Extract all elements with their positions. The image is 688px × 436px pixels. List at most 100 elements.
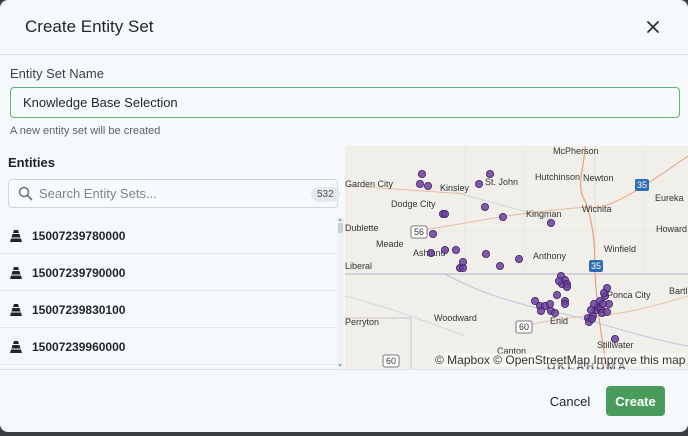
svg-text:Woodward: Woodward [434,313,477,323]
map-point[interactable] [418,169,427,178]
cancel-button[interactable]: Cancel [542,386,598,416]
entity-list-scrollbar[interactable] [337,217,344,369]
scroll-down-arrow-icon[interactable] [338,364,342,367]
route-shield: 60 [382,354,400,368]
map-points [416,169,619,343]
map-point[interactable] [495,262,504,271]
map-point[interactable] [416,180,425,189]
create-button[interactable]: Create [606,386,665,416]
svg-text:Kingman: Kingman [526,209,562,219]
map-point[interactable] [481,250,490,259]
svg-text:Dublette: Dublette [345,223,379,233]
map-point[interactable] [530,296,539,305]
svg-text:Newton: Newton [583,173,614,183]
svg-text:60: 60 [519,322,529,332]
map-point[interactable] [441,246,450,255]
oil-well-icon [10,267,22,279]
map-point[interactable] [550,308,559,317]
map-point[interactable] [598,299,607,308]
svg-text:Ponca City: Ponca City [607,290,651,300]
entity-set-name-input[interactable] [10,87,680,118]
map-point[interactable] [562,282,571,291]
entity-set-hint: A new entity set will be created [10,125,161,137]
map-point[interactable] [485,169,494,178]
map-point[interactable] [554,276,563,285]
dialog-footer: Cancel Create [0,369,688,432]
scroll-thumb[interactable] [338,223,343,233]
route-shield: 60 [515,320,533,334]
entity-search-box[interactable]: 532 [8,179,340,208]
map-point[interactable] [498,213,507,222]
list-item-label: 15007239960000 [32,340,126,354]
svg-text:60: 60 [386,356,396,366]
search-icon [18,186,33,201]
svg-text:Howard: Howard [656,224,687,234]
route-shield: 35 [635,179,649,191]
route-shield: 35 [589,260,603,272]
svg-text:Garden City: Garden City [345,179,394,189]
svg-text:Wichita: Wichita [582,204,612,214]
svg-text:Winfield: Winfield [604,244,636,254]
oil-well-icon [10,341,22,353]
svg-text:Eureka: Eureka [655,193,684,203]
svg-text:56: 56 [414,227,424,237]
svg-text:Bartlesville: Bartlesville [669,286,688,296]
map-point[interactable] [587,314,596,323]
dialog-header: Create Entity Set [0,0,688,55]
svg-text:Perryton: Perryton [345,317,379,327]
list-item[interactable]: 15007239830100 [0,291,337,328]
entity-list: 15007239780000 15007239790000 1500723983… [0,217,345,369]
svg-text:St. John: St. John [485,177,518,187]
svg-text:McPherson: McPherson [553,146,599,156]
svg-text:Stillwater: Stillwater [597,340,634,350]
oil-well-icon [10,304,22,316]
svg-text:Anthony: Anthony [533,251,567,261]
map-point[interactable] [427,249,436,258]
svg-text:Dodge City: Dodge City [391,199,436,209]
svg-text:OKLAHOMA: OKLAHOMA [547,361,628,369]
search-input[interactable] [39,183,289,204]
close-icon[interactable] [644,18,662,36]
svg-text:Kinsley: Kinsley [440,183,470,193]
list-item[interactable]: 15007239780000 [0,217,337,254]
map-point[interactable] [452,246,461,255]
list-item-label: 15007239780000 [32,229,126,243]
svg-text:35: 35 [637,180,647,190]
scroll-up-arrow-icon[interactable] [338,218,342,221]
svg-text:Meade: Meade [376,239,404,249]
map-canvas: 56 35 35 60 60 McPherson Garden City Kin… [345,146,688,369]
svg-text:Liberal: Liberal [345,261,372,271]
map-point[interactable] [429,230,438,239]
entity-map[interactable]: 56 35 35 60 60 McPherson Garden City Kin… [345,146,688,369]
map-point[interactable] [599,288,608,297]
svg-text:Hutchinson: Hutchinson [535,172,580,182]
list-item[interactable]: 15007239790000 [0,254,337,291]
map-point[interactable] [610,334,619,343]
route-shield: 56 [410,225,428,239]
map-point[interactable] [545,299,554,308]
oil-well-icon [10,230,22,242]
map-point[interactable] [552,290,561,299]
svg-text:Enid: Enid [550,316,568,326]
map-point[interactable] [536,306,545,315]
map-point[interactable] [441,210,450,219]
svg-text:35: 35 [591,261,601,271]
map-point[interactable] [602,307,611,316]
map-attribution[interactable]: © Mapbox © OpenStreetMap Improve this ma… [435,353,686,367]
map-point[interactable] [459,258,468,267]
map-point[interactable] [474,180,483,189]
svg-text:Canton: Canton [497,346,526,356]
entity-set-name-label: Entity Set Name [10,66,104,81]
map-point[interactable] [546,219,555,228]
entities-title: Entities [8,155,55,170]
map-point[interactable] [424,182,433,191]
map-point[interactable] [514,255,523,264]
map-point[interactable] [480,203,489,212]
map-point[interactable] [560,299,569,308]
list-item[interactable]: 15007239960000 [0,328,337,365]
dialog-title: Create Entity Set [25,17,154,36]
entity-count-badge: 532 [311,187,340,202]
list-item-label: 15007239830100 [32,303,126,317]
list-item-label: 15007239790000 [32,266,126,280]
